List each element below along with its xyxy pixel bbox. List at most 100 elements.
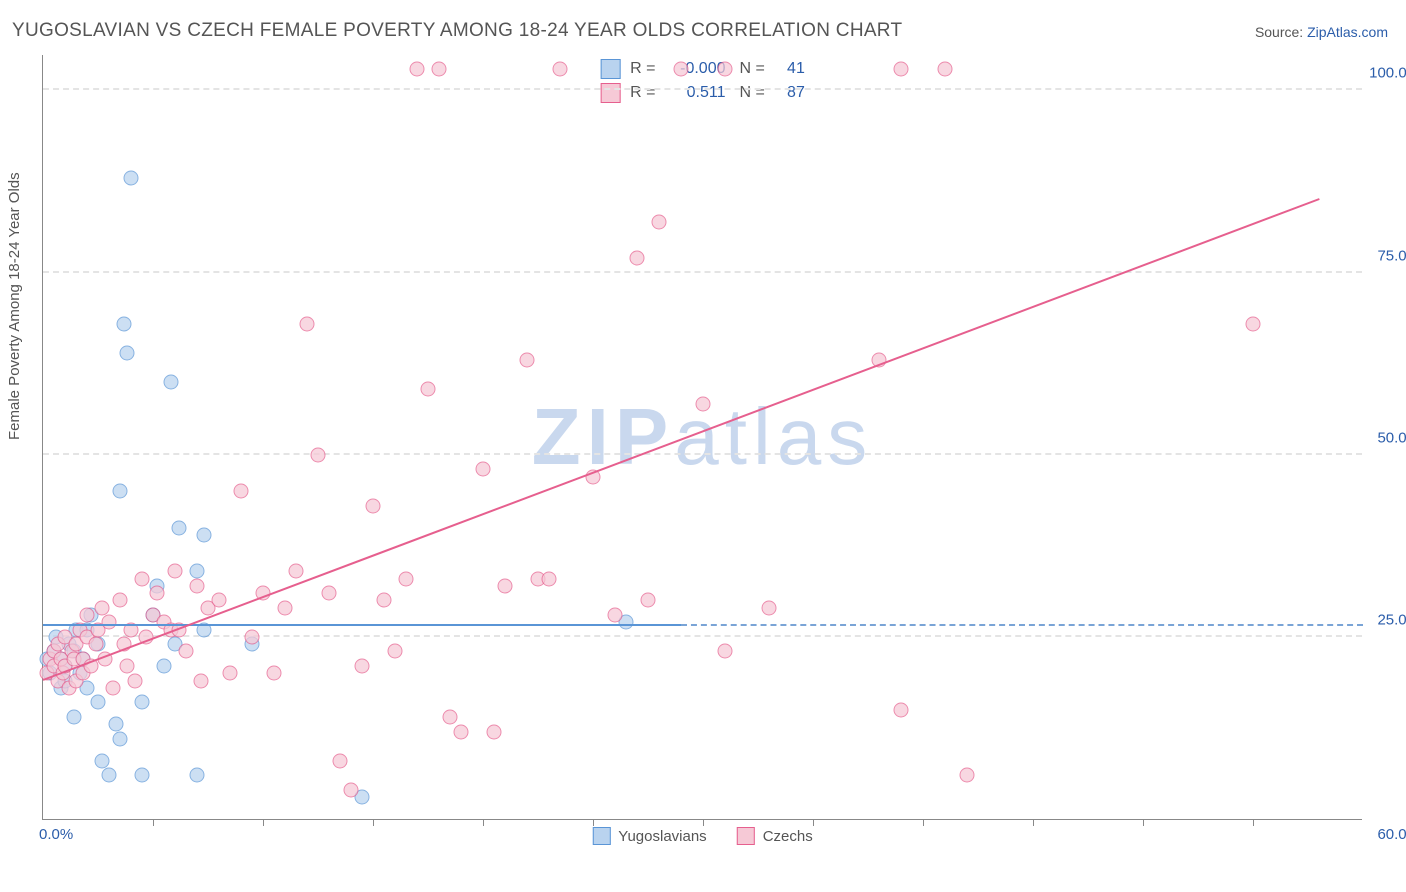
- data-point: [95, 600, 110, 615]
- y-tick-label: 50.0%: [1377, 429, 1406, 446]
- x-tick: [373, 819, 374, 826]
- data-point: [234, 484, 249, 499]
- gridline: [43, 271, 1362, 273]
- data-point: [652, 214, 667, 229]
- legend-label: Czechs: [763, 828, 813, 845]
- data-point: [168, 564, 183, 579]
- data-point: [289, 564, 304, 579]
- data-point: [894, 61, 909, 76]
- source-link[interactable]: ZipAtlas.com: [1307, 24, 1388, 40]
- data-point: [172, 520, 187, 535]
- data-point: [718, 644, 733, 659]
- data-point: [91, 695, 106, 710]
- r-label: R =: [630, 84, 655, 102]
- x-tick: [923, 819, 924, 826]
- legend-item: Czechs: [737, 827, 813, 845]
- legend-swatch: [600, 59, 620, 79]
- data-point: [641, 593, 656, 608]
- data-point: [212, 593, 227, 608]
- data-point: [762, 600, 777, 615]
- data-point: [421, 382, 436, 397]
- data-point: [163, 374, 178, 389]
- legend-swatch: [600, 83, 620, 103]
- data-point: [108, 717, 123, 732]
- gridline: [43, 88, 1362, 90]
- gridline: [43, 635, 1362, 637]
- x-tick: [1033, 819, 1034, 826]
- data-point: [119, 659, 134, 674]
- data-point: [520, 353, 535, 368]
- data-point: [399, 571, 414, 586]
- x-axis-max-label: 60.0%: [1377, 826, 1406, 843]
- data-point: [1246, 316, 1261, 331]
- data-point: [718, 61, 733, 76]
- r-value: 0.511: [666, 84, 726, 102]
- data-point: [113, 593, 128, 608]
- data-point: [102, 615, 117, 630]
- legend-label: Yugoslavians: [618, 828, 706, 845]
- data-point: [128, 673, 143, 688]
- data-point: [150, 586, 165, 601]
- x-tick: [483, 819, 484, 826]
- plot-area: ZIPatlas R = -0.000N = 41R = 0.511N = 87…: [42, 55, 1362, 820]
- x-tick: [703, 819, 704, 826]
- chart-title: YUGOSLAVIAN VS CZECH FEMALE POVERTY AMON…: [12, 20, 902, 42]
- data-point: [80, 608, 95, 623]
- data-point: [124, 170, 139, 185]
- data-point: [278, 600, 293, 615]
- data-point: [113, 484, 128, 499]
- data-point: [322, 586, 337, 601]
- data-point: [608, 608, 623, 623]
- legend-item: Yugoslavians: [592, 827, 706, 845]
- x-axis-min-label: 0.0%: [39, 826, 73, 843]
- data-point: [135, 695, 150, 710]
- y-tick-label: 100.0%: [1369, 65, 1406, 82]
- data-point: [696, 396, 711, 411]
- x-tick: [593, 819, 594, 826]
- data-point: [553, 61, 568, 76]
- data-point: [410, 61, 425, 76]
- data-point: [388, 644, 403, 659]
- data-point: [542, 571, 557, 586]
- data-point: [245, 629, 260, 644]
- x-tick: [1143, 819, 1144, 826]
- data-point: [95, 753, 110, 768]
- n-value: 87: [775, 84, 805, 102]
- trend-line-extension: [681, 624, 1363, 626]
- data-point: [196, 527, 211, 542]
- data-point: [355, 659, 370, 674]
- data-point: [119, 345, 134, 360]
- data-point: [476, 462, 491, 477]
- data-point: [190, 768, 205, 783]
- legend-swatch: [592, 827, 610, 845]
- data-point: [960, 768, 975, 783]
- data-point: [190, 578, 205, 593]
- data-point: [377, 593, 392, 608]
- y-axis-label: Female Poverty Among 18-24 Year Olds: [6, 172, 23, 440]
- n-label: N =: [740, 84, 765, 102]
- source-attribution: Source: ZipAtlas.com: [1255, 24, 1388, 40]
- data-point: [194, 673, 209, 688]
- x-tick: [813, 819, 814, 826]
- x-tick: [1253, 819, 1254, 826]
- x-tick: [263, 819, 264, 826]
- data-point: [135, 768, 150, 783]
- legend-correlation: R = -0.000N = 41R = 0.511N = 87: [592, 55, 813, 107]
- data-point: [106, 680, 121, 695]
- data-point: [117, 316, 132, 331]
- data-point: [300, 316, 315, 331]
- data-point: [443, 710, 458, 725]
- data-point: [311, 447, 326, 462]
- data-point: [674, 61, 689, 76]
- n-value: 41: [775, 60, 805, 78]
- data-point: [157, 659, 172, 674]
- data-point: [432, 61, 447, 76]
- data-point: [179, 644, 194, 659]
- legend-swatch: [737, 827, 755, 845]
- x-tick: [153, 819, 154, 826]
- data-point: [487, 724, 502, 739]
- data-point: [630, 251, 645, 266]
- r-label: R =: [630, 60, 655, 78]
- legend-correlation-row: R = -0.000N = 41: [600, 59, 805, 79]
- trend-line: [43, 624, 681, 626]
